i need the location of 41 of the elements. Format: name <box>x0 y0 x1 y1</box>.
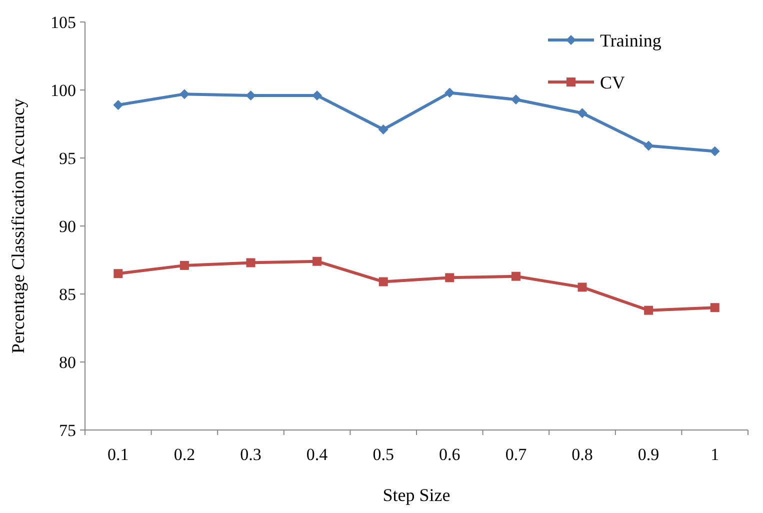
y-tick-label: 75 <box>59 420 76 440</box>
point <box>246 258 256 268</box>
point <box>510 94 521 105</box>
x-tick-label: 0.7 <box>505 445 528 464</box>
legend-label: CV <box>600 72 626 92</box>
point <box>180 260 189 270</box>
point <box>378 277 388 286</box>
x-tick-label: 0.5 <box>372 445 394 464</box>
x-tick-label: 0.4 <box>306 445 328 464</box>
point <box>312 90 322 100</box>
x-tick-label: 0.2 <box>174 445 196 464</box>
x-tick-label: 0.6 <box>439 445 460 464</box>
point <box>113 100 124 110</box>
point <box>644 306 654 315</box>
point <box>114 269 123 278</box>
y-tick-label: 105 <box>50 12 76 32</box>
y-tick-label: 80 <box>59 352 76 372</box>
x-tick-label: 0.9 <box>638 445 660 464</box>
x-axis-title: Step Size <box>382 485 450 505</box>
y-tick-label: 100 <box>50 80 76 100</box>
x-tick-label: 0.3 <box>240 445 262 464</box>
y-tick-label: 95 <box>59 148 76 168</box>
y-tick-label: 90 <box>59 216 76 236</box>
y-axis-title: Percentage Classification Accuracy <box>8 98 28 354</box>
point <box>179 89 190 100</box>
x-tick-label: 0.8 <box>572 445 593 464</box>
point <box>710 146 720 156</box>
y-tick-label: 85 <box>59 284 76 304</box>
x-tick-label: 1 <box>710 445 720 464</box>
point <box>577 108 588 118</box>
point <box>511 272 520 281</box>
point <box>378 124 388 134</box>
point <box>246 90 256 100</box>
x-tick-label: 0.1 <box>108 445 129 464</box>
point <box>445 273 454 282</box>
point <box>578 282 587 292</box>
legend-label: Training <box>600 30 662 50</box>
point <box>444 88 455 98</box>
point <box>644 140 654 151</box>
point <box>710 303 720 312</box>
point <box>312 256 322 266</box>
